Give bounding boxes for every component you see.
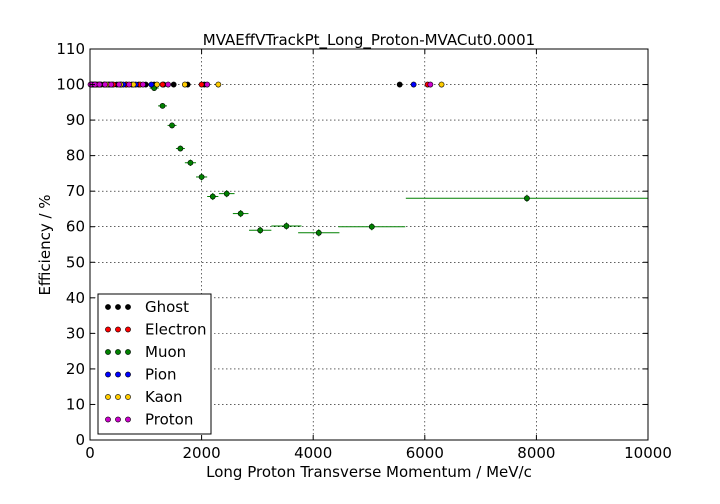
x-tick-label: 0 [85,444,95,462]
data-point [159,102,166,109]
data-point [396,81,403,88]
legend-marker [105,349,111,355]
data-point [96,81,103,88]
data-point [215,81,222,88]
y-tick-label: 20 [66,360,85,378]
series-proton [87,81,434,88]
series-muon [149,85,648,237]
legend-label: Ghost [145,298,189,316]
legend-marker [105,394,111,400]
chart-title: MVAEffVTrackPt_Long_Proton-MVACut0.0001 [203,31,535,50]
y-tick-label: 30 [66,324,85,342]
legend-marker [125,326,131,333]
y-tick-label: 110 [56,40,85,58]
legend-label: Electron [145,321,207,339]
legend: Ghost Electron Muon Pion Kaon Proton [97,293,212,435]
legend-entry-muon: Muon [105,343,186,361]
data-point [438,81,445,88]
legend-entry-ghost: Ghost [105,298,189,316]
data-point [315,229,322,236]
data-point [177,145,184,152]
y-tick-label: 40 [66,289,85,307]
legend-marker [125,349,131,355]
y-axis-label: Efficiency / % [36,194,54,295]
data-point [237,210,244,217]
legend-label: Kaon [145,388,182,406]
data-point [410,81,417,88]
legend-marker [125,394,131,400]
x-tick-label: 8000 [517,444,555,462]
data-point [169,122,175,129]
data-point [116,81,122,88]
data-point [165,81,172,88]
data-point [126,81,132,88]
y-tick-label: 70 [66,182,85,200]
data-point [198,81,205,88]
data-point [154,81,160,88]
x-tick-label: 10000 [624,444,672,462]
data-point [108,81,115,88]
data-point [187,159,194,166]
data-point [170,81,177,88]
legend-frame [97,293,212,435]
y-tick-label: 50 [66,253,85,271]
x-tick-label: 4000 [294,444,332,462]
legend-entry-pion: Pion [105,366,177,384]
y-tick-label: 60 [66,218,85,236]
y-tick-label: 10 [66,395,85,413]
data-point [204,81,211,88]
plot-data [87,81,648,237]
y-tick-label: 0 [75,431,85,449]
legend-marker [125,416,131,423]
data-point [283,223,290,229]
legend-marker [115,349,121,355]
data-point [223,190,230,197]
data-point [257,227,264,234]
data-point [140,81,146,88]
data-point [159,81,166,88]
x-tick-label: 2000 [183,444,221,462]
data-point [209,193,216,200]
legend-marker [105,416,111,423]
legend-label: Proton [145,411,193,429]
data-point [198,174,205,180]
x-tick-label: 6000 [406,444,444,462]
legend-marker [115,304,121,310]
legend-marker [115,416,121,423]
plot-area-frame [89,48,649,441]
legend-label: Pion [145,366,177,384]
legend-marker [125,371,131,378]
data-point [427,81,434,88]
data-point [368,223,375,230]
legend-marker [115,326,121,333]
legend-marker [105,326,111,333]
data-point [524,195,530,202]
legend-marker [125,304,131,310]
legend-entry-proton: Proton [105,411,193,429]
y-tick-label: 80 [66,147,85,165]
legend-entry-kaon: Kaon [105,388,182,406]
legend-marker [105,304,111,310]
data-point [102,81,108,88]
legend-marker [105,371,111,378]
legend-label: Muon [145,343,186,361]
x-axis-label: Long Proton Transverse Momentum / MeV/c [206,463,532,481]
y-tick-label: 90 [66,111,85,129]
legend-marker [115,394,121,400]
data-point [181,81,188,88]
legend-marker [115,371,121,378]
y-tick-label: 100 [56,76,85,94]
legend-entry-electron: Electron [105,321,207,339]
axis-ticks: 0 2000 4000 6000 8000 10000 0 10 20 30 40 50 60 70 80 9… [56,40,672,462]
data-point [148,81,155,88]
